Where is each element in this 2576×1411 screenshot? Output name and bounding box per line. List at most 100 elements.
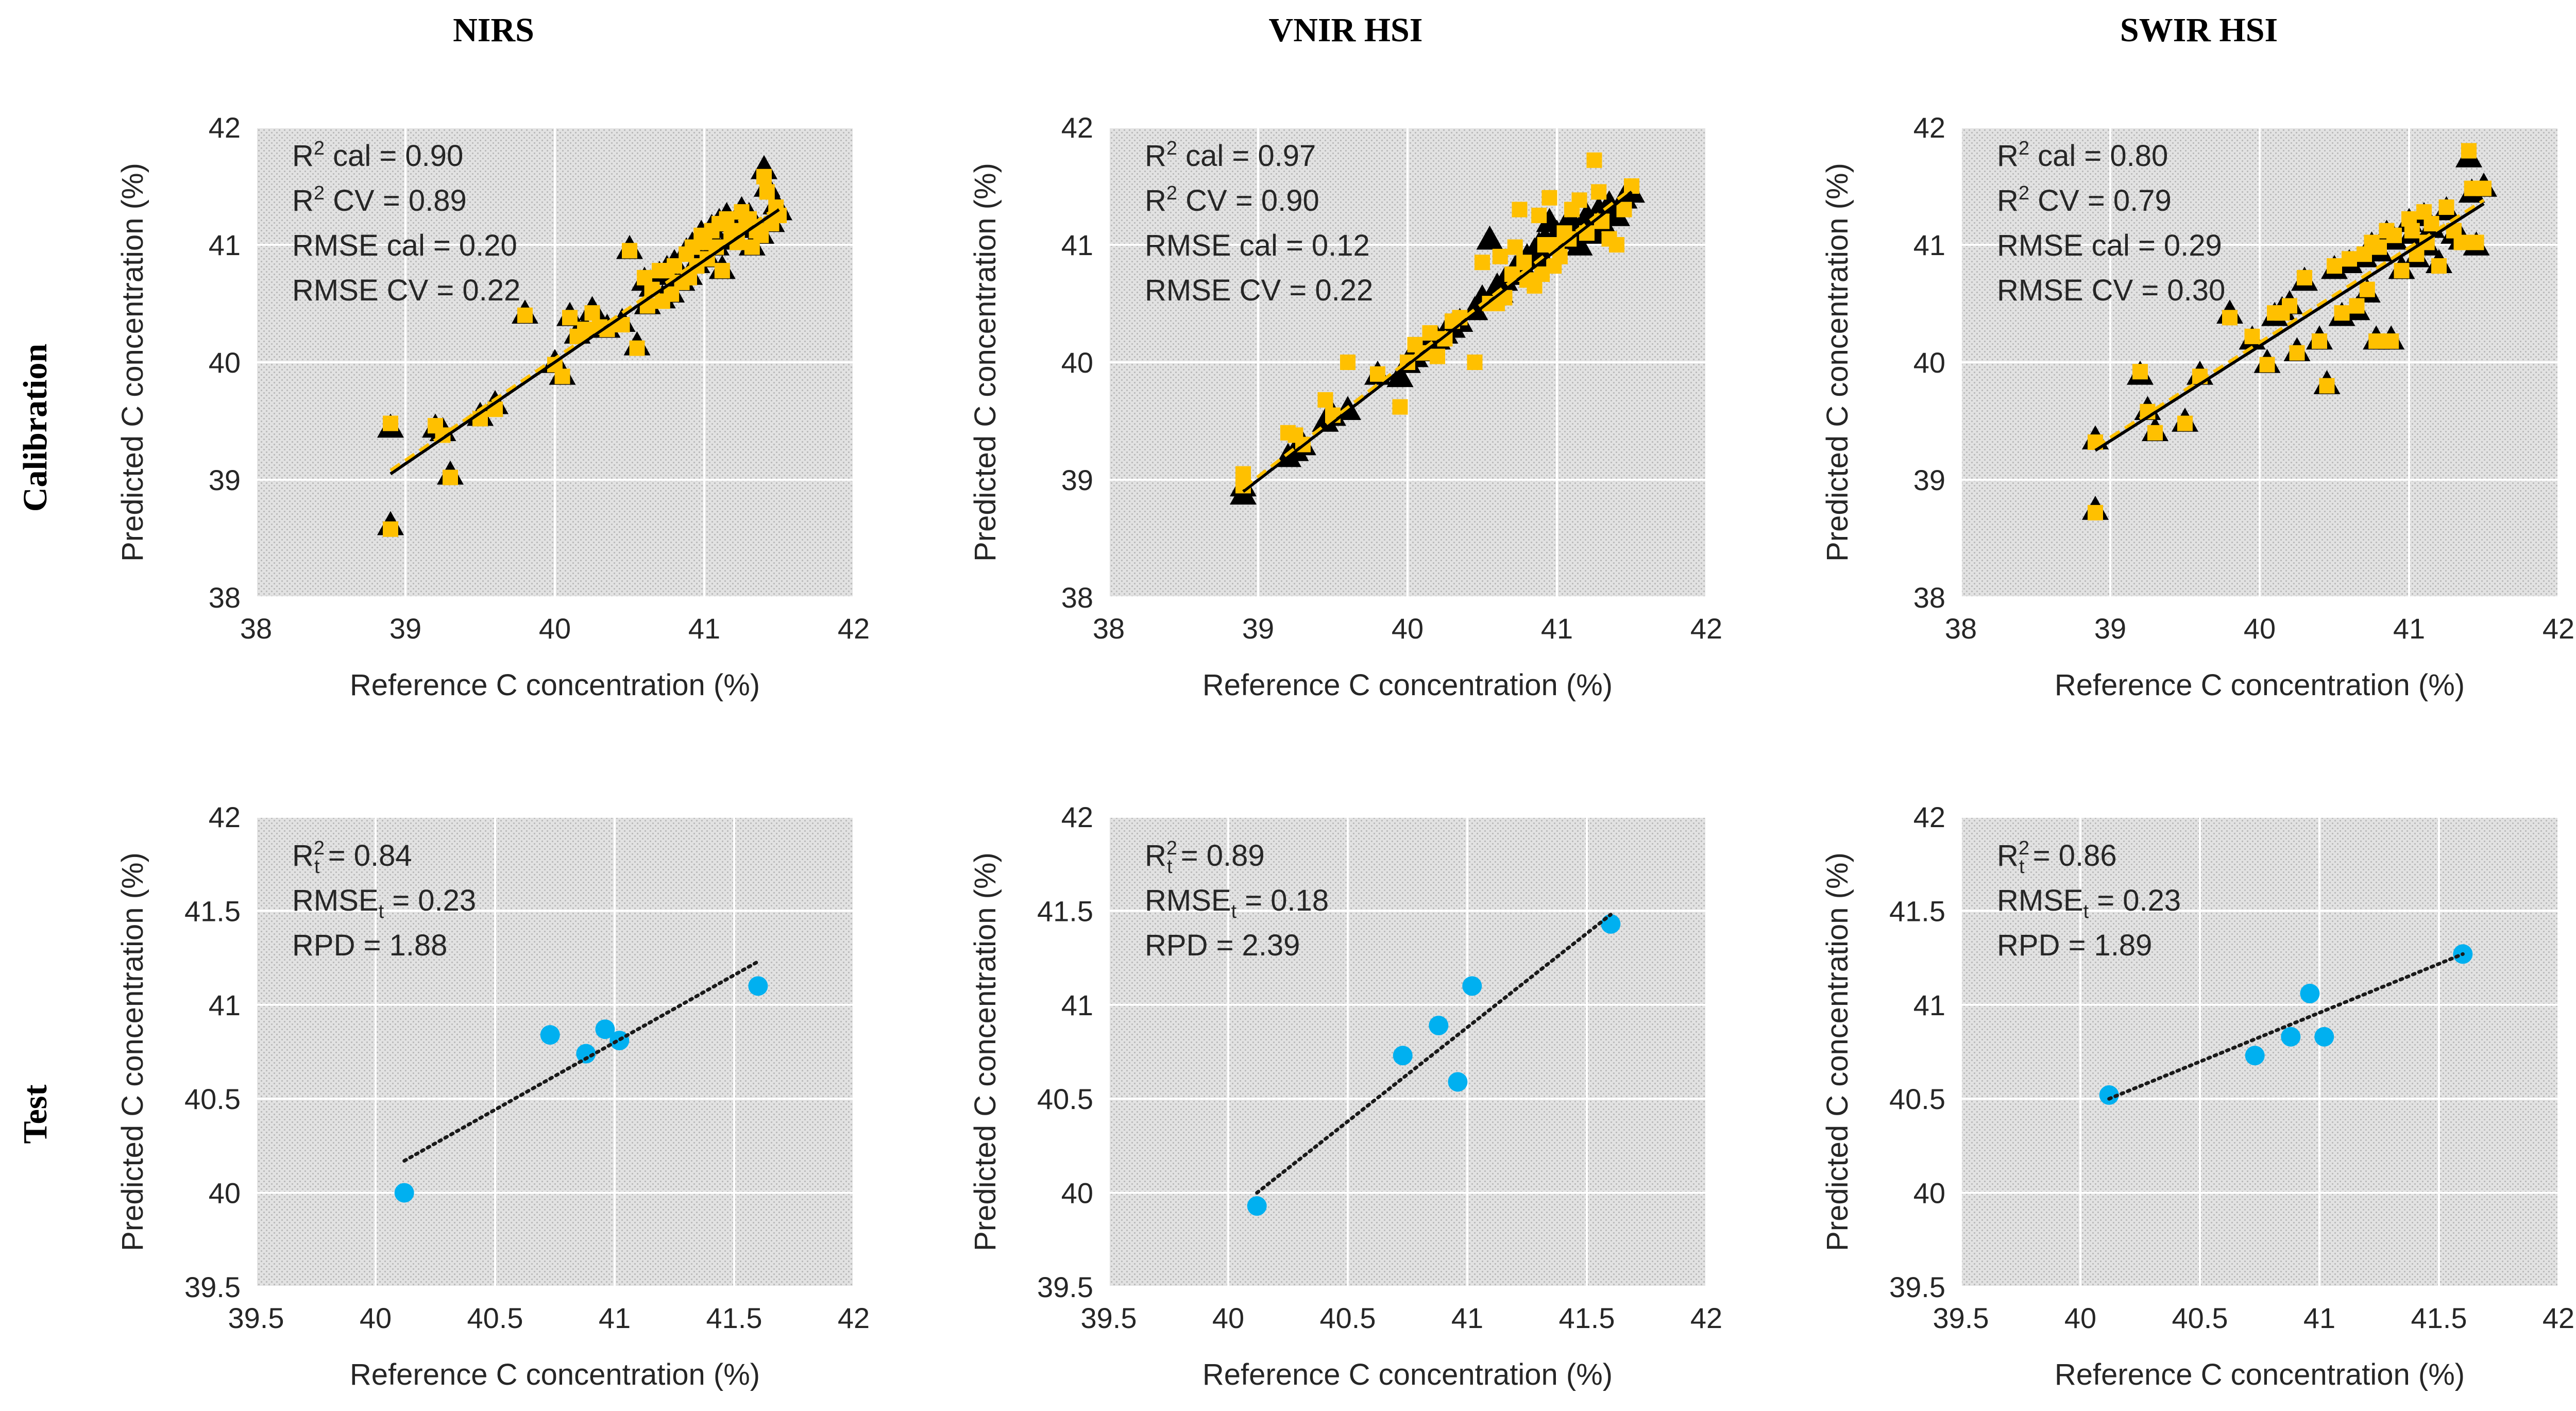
x-tick-label: 40 — [539, 612, 571, 645]
calibration-point — [1566, 231, 1593, 256]
x-tick-label: 40 — [1392, 612, 1423, 645]
y-tick-label: 42 — [1913, 801, 1945, 833]
test-point — [540, 1025, 560, 1045]
y-tick-label: 41.5 — [1889, 895, 1945, 927]
cv-point — [1467, 355, 1483, 370]
y-tick-label: 42 — [1061, 801, 1093, 833]
test-point — [394, 1183, 414, 1203]
x-tick-label: 40 — [360, 1302, 392, 1334]
cv-point — [1392, 399, 1408, 415]
x-axis-label: Reference C concentration (%) — [1202, 1358, 1613, 1391]
y-axis-label: Predicted C concentration (%) — [116, 163, 149, 562]
x-tick-label: 42 — [1690, 612, 1722, 645]
cv-point — [2386, 227, 2402, 243]
cv-point — [2177, 415, 2193, 431]
x-tick-label: 39.5 — [1933, 1302, 1989, 1334]
x-tick-label: 41 — [688, 612, 720, 645]
x-tick-label: 40 — [2244, 612, 2276, 645]
stat-subscript: t — [314, 856, 320, 878]
stat-value: CV = 0.79 — [2029, 184, 2172, 217]
stat-value: RMSE cal = 0.20 — [292, 229, 517, 262]
x-tick-label: 40 — [2064, 1302, 2096, 1334]
y-tick-label: 39 — [1061, 464, 1093, 496]
cv-point — [1512, 201, 1528, 217]
cv-point — [2468, 234, 2484, 250]
cv-point — [2368, 333, 2384, 349]
x-axis-label: Reference C concentration (%) — [2055, 1358, 2465, 1391]
stat-symbol: R — [292, 184, 314, 217]
y-tick-label: 41 — [1061, 989, 1093, 1021]
column-title-swir-hsi: SWIR HSI — [2120, 11, 2278, 49]
stat-annotation: R2 t = 0.84 — [292, 837, 412, 878]
x-axis-label: Reference C concentration (%) — [1202, 668, 1613, 702]
cv-point — [1616, 201, 1632, 217]
stat-value: = 0.86 — [2025, 839, 2117, 872]
cv-point — [554, 368, 570, 384]
stat-symbol: R — [1997, 839, 2019, 872]
stat-annotation: R2 cal = 0.97 — [1145, 138, 1316, 173]
test-point — [1393, 1046, 1413, 1066]
swir-test-panel: 39.5 40 40.5 41 41.5 42 39.5 40 40.5 41 41.5 42 Refe… — [1821, 801, 2574, 1391]
x-axis-label: Reference C concentration (%) — [350, 668, 760, 702]
calibration-fit-line — [389, 208, 780, 476]
test-point — [2314, 1027, 2334, 1047]
y-tick-label: 40.5 — [1037, 1083, 1093, 1115]
y-tick-label: 41.5 — [1037, 895, 1093, 927]
y-axis-label: Predicted C concentration (%) — [969, 852, 1002, 1251]
x-tick-label: 41 — [599, 1302, 631, 1334]
y-tick-label: 41 — [209, 229, 241, 261]
stat-annotation: RMSE cal = 0.29 — [1997, 229, 2222, 262]
calibration-fit-line — [2094, 202, 2485, 452]
x-tick-label: 42 — [838, 1302, 870, 1334]
stat-annotation: RPD = 1.89 — [1997, 929, 2152, 962]
x-axis-label: Reference C concentration (%) — [2055, 668, 2465, 702]
cv-point — [2327, 258, 2342, 274]
cv-point — [2312, 333, 2327, 349]
x-tick-label: 39 — [389, 612, 421, 645]
stat-annotation: RMSE CV = 0.30 — [1997, 274, 2225, 307]
cv-point — [2371, 239, 2387, 255]
stat-annotation: RMSE cal = 0.20 — [292, 229, 517, 262]
stat-value: = 0.89 — [1173, 839, 1265, 872]
cv-point — [2244, 328, 2260, 344]
swir-calibration-panel: 38 39 40 41 42 38 39 40 41 42 Reference C concentr… — [1821, 111, 2574, 702]
cv-point — [1507, 239, 1523, 255]
x-tick-label: 40.5 — [2172, 1302, 2228, 1334]
cv-point — [1624, 178, 1639, 194]
x-tick-label: 41 — [1541, 612, 1573, 645]
cv-point — [383, 521, 398, 537]
cv-point — [1586, 152, 1602, 168]
stat-symbol: R — [292, 839, 314, 872]
x-tick-label: 39 — [2094, 612, 2126, 645]
test-point — [748, 976, 768, 996]
column-title-nirs: NIRS — [453, 11, 534, 49]
cv-point — [1591, 184, 1607, 200]
y-tick-label: 41 — [1913, 989, 1945, 1021]
stat-value: RMSE CV = 0.22 — [1145, 274, 1373, 307]
cv-point — [1475, 255, 1490, 271]
stat-superscript: 2 — [314, 182, 325, 204]
stat-symbol: RMSE — [1997, 884, 2083, 917]
cv-point — [562, 310, 578, 326]
stat-annotation: R2 CV = 0.90 — [1145, 182, 1319, 217]
cv-point — [2349, 298, 2365, 314]
cv-point — [622, 243, 637, 259]
stat-value: CV = 0.90 — [1177, 184, 1319, 217]
cv-point — [2394, 263, 2410, 279]
column-title-vnir-hsi: VNIR HSI — [1269, 11, 1423, 49]
stat-annotation: RMSEt = 0.18 — [1145, 884, 1329, 922]
x-tick-label: 39.5 — [228, 1302, 284, 1334]
test-point — [2281, 1027, 2301, 1047]
stat-subscript: t — [2019, 856, 2025, 878]
stat-value: RPD = 2.39 — [1145, 929, 1300, 962]
y-tick-label: 40 — [209, 346, 241, 379]
stat-symbol: R — [1997, 139, 2019, 173]
stat-value: cal = 0.90 — [325, 139, 463, 173]
y-tick-label: 40 — [209, 1177, 241, 1210]
cv-point — [2431, 258, 2447, 274]
test-point — [2245, 1046, 2265, 1066]
x-tick-label: 41.5 — [706, 1302, 762, 1334]
stat-symbol: R — [1145, 184, 1166, 217]
cv-point — [1340, 355, 1355, 370]
